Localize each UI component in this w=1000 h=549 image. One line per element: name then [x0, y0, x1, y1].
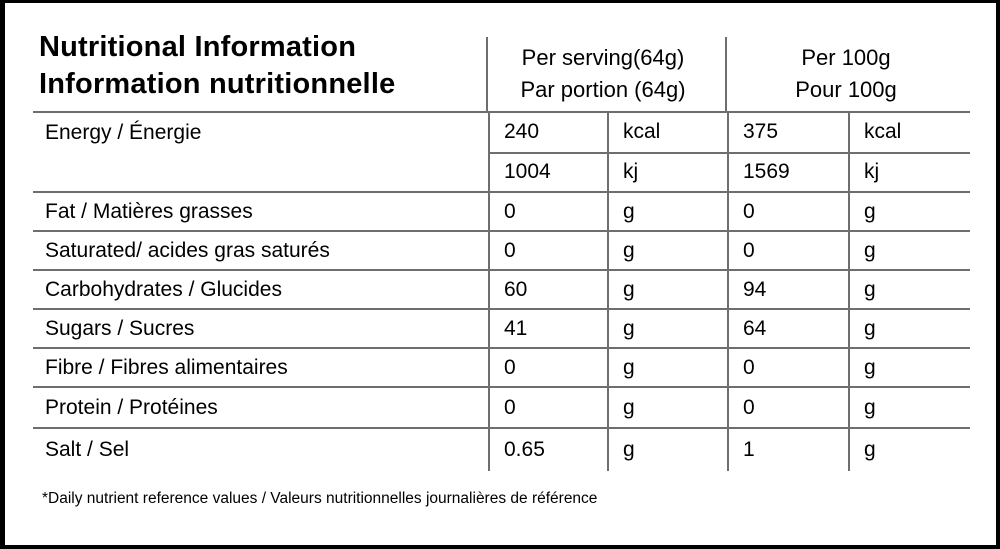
- per100-value: 1569: [727, 153, 848, 191]
- table-row-salt: Salt / Sel 0.65 g 1 g: [33, 427, 970, 471]
- per100-unit: g: [848, 232, 970, 269]
- per100-unit: g: [848, 310, 970, 347]
- serving-unit: g: [607, 271, 727, 308]
- per100-unit: g: [848, 388, 970, 427]
- column-header-per-serving: Per serving(64g) Par portion (64g): [483, 36, 723, 111]
- per100-value: 64: [727, 310, 848, 347]
- header-divider-left: [486, 37, 488, 111]
- nutrient-label: Fibre / Fibres alimentaires: [45, 355, 288, 379]
- nutrient-label: Sugars / Sucres: [45, 316, 195, 340]
- energy-values: 240 kcal 375 kcal 1004 kj 1569 kj: [488, 113, 970, 191]
- table-row-fibre: Fibre / Fibres alimentaires 0 g 0 g: [33, 347, 970, 386]
- serving-value: 0: [488, 388, 607, 427]
- nutrition-table: Energy / Énergie 240 kcal 375 kcal 1004 …: [33, 111, 970, 471]
- table-row-saturated: Saturated/ acides gras saturés 0 g 0 g: [33, 230, 970, 269]
- table-row-protein: Protein / Protéines 0 g 0 g: [33, 386, 970, 427]
- nutrient-label: Salt / Sel: [45, 438, 130, 461]
- serving-unit: g: [607, 349, 727, 386]
- table-row-carbohydrates: Carbohydrates / Glucides 60 g 94 g: [33, 269, 970, 308]
- nutrient-label: Protein / Protéines: [45, 395, 218, 419]
- page-title: Nutritional Information Information nutr…: [39, 29, 395, 103]
- per100-unit: g: [848, 349, 970, 386]
- serving-value: 1004: [488, 153, 607, 191]
- serving-value: 240: [488, 113, 607, 152]
- serving-value: 0.65: [488, 429, 607, 471]
- per-serving-label-en: Per serving(64g): [521, 44, 685, 70]
- serving-unit: g: [607, 388, 727, 427]
- per100-value: 375: [727, 113, 848, 152]
- daily-reference-footnote: *Daily nutrient reference values / Valeu…: [42, 490, 598, 507]
- serving-unit: g: [607, 429, 727, 471]
- column-header-per-100g: Per 100g Pour 100g: [722, 36, 970, 111]
- title-fr: Information nutritionnelle: [39, 68, 396, 100]
- table-row-fat: Fat / Matières grasses 0 g 0 g: [33, 191, 970, 230]
- per-100g-label-fr: Pour 100g: [795, 76, 897, 102]
- per100-value: 0: [727, 193, 848, 230]
- per100-value: 94: [727, 271, 848, 308]
- energy-kcal-subrow: 240 kcal 375 kcal: [488, 113, 970, 152]
- nutrient-label: Fat / Matières grasses: [45, 199, 253, 223]
- serving-value: 0: [488, 349, 607, 386]
- serving-value: 0: [488, 232, 607, 269]
- per100-value: 1: [727, 429, 848, 471]
- table-row-energy: Energy / Énergie 240 kcal 375 kcal 1004 …: [33, 111, 970, 191]
- per100-value: 0: [727, 388, 848, 427]
- serving-unit: g: [607, 193, 727, 230]
- title-en: Nutritional Information: [39, 31, 357, 63]
- serving-unit: kj: [607, 153, 727, 191]
- serving-value: 0: [488, 193, 607, 230]
- per100-unit: g: [848, 271, 970, 308]
- serving-value: 41: [488, 310, 607, 347]
- per100-unit: kj: [848, 153, 970, 191]
- nutrient-label: Saturated/ acides gras saturés: [45, 238, 330, 262]
- serving-value: 60: [488, 271, 607, 308]
- per-serving-label-fr: Par portion (64g): [520, 76, 686, 102]
- per-100g-label-en: Per 100g: [801, 44, 891, 70]
- per100-value: 0: [727, 232, 848, 269]
- serving-unit: kcal: [607, 113, 727, 152]
- header-divider-right: [725, 37, 727, 111]
- table-row-sugars: Sugars / Sucres 41 g 64 g: [33, 308, 970, 347]
- energy-kj-subrow: 1004 kj 1569 kj: [488, 151, 970, 191]
- nutrient-label: Carbohydrates / Glucides: [45, 277, 282, 301]
- serving-unit: g: [607, 310, 727, 347]
- serving-unit: g: [607, 232, 727, 269]
- per100-value: 0: [727, 349, 848, 386]
- per100-unit: g: [848, 429, 970, 471]
- nutrient-label: Energy / Énergie: [45, 121, 202, 144]
- per100-unit: g: [848, 193, 970, 230]
- per100-unit: kcal: [848, 113, 970, 152]
